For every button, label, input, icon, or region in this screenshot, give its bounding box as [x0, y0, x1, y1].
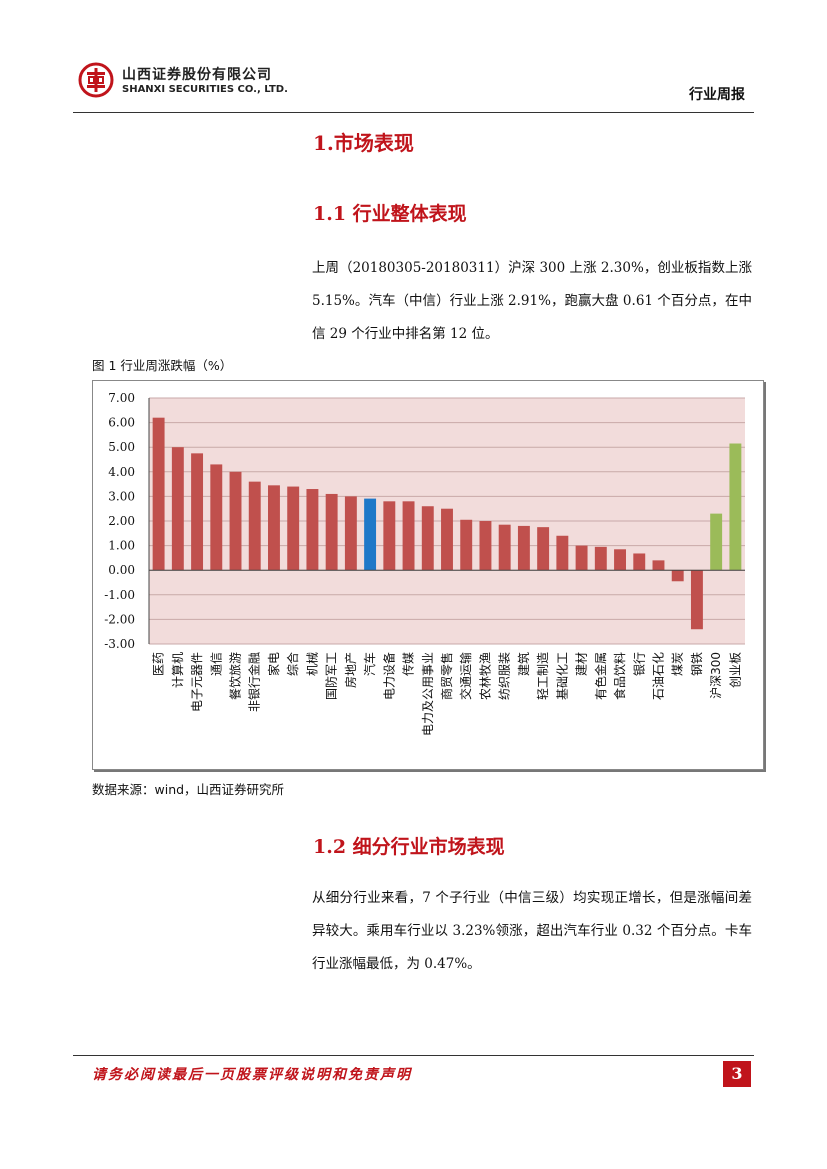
bar-钢铁: [690, 570, 703, 630]
x-tick-label-创业板: 创业板: [728, 652, 742, 688]
bar-创业板: [729, 443, 742, 571]
company-logo-icon: [78, 62, 114, 98]
section-heading: 1.市场表现: [313, 131, 414, 155]
x-tick-label-国防军工: 国防军工: [324, 652, 339, 700]
bar-家电: [268, 485, 280, 571]
bar-银行: [633, 553, 646, 571]
x-tick-label-医药: 医药: [152, 652, 166, 676]
y-tick-label: -3.00: [104, 637, 135, 651]
x-tick-label-基础化工: 基础化工: [555, 652, 569, 700]
x-tick-label-通信: 通信: [209, 652, 223, 676]
bar-非银行金融: [248, 481, 261, 571]
bar-国防军工: [325, 493, 338, 571]
bar-食品饮料: [614, 549, 626, 571]
figure-title: 图 1 行业周涨跌幅（%）: [92, 358, 233, 373]
bar-汽车: [364, 498, 377, 571]
x-tick-label-传媒: 传媒: [401, 652, 416, 676]
x-tick-label-机械: 机械: [304, 652, 319, 676]
x-tick-label-电子元器件: 电子元器件: [190, 652, 204, 712]
bar-机械: [306, 489, 319, 571]
y-tick-label: 7.00: [108, 391, 135, 405]
company-name-en: SHANXI SECURITIES CO., LTD.: [122, 84, 288, 95]
y-tick-label: -1.00: [104, 588, 135, 602]
x-tick-label-钢铁: 钢铁: [690, 652, 704, 676]
x-tick-label-石油石化: 石油石化: [651, 652, 665, 700]
data-source: 数据来源：wind，山西证券研究所: [92, 782, 285, 797]
bar-纺织服装: [498, 524, 511, 571]
bar-沪深300: [710, 513, 723, 571]
paragraph-overall: 上周（20180305-20180311）沪深 300 上涨 2.30%，创业板…: [312, 260, 752, 342]
y-tick-label: 1.00: [108, 539, 135, 553]
y-tick-label: 3.00: [108, 489, 135, 503]
x-tick-label-银行: 银行: [632, 652, 646, 676]
y-tick-label: 5.00: [108, 440, 135, 454]
y-tick-label: 0.00: [108, 563, 135, 577]
x-tick-label-综合: 综合: [285, 652, 300, 676]
bar-计算机: [171, 447, 184, 571]
bar-房地产: [344, 496, 357, 571]
chart-frame: 7.00 6.00 5.00 4.00 3.00 2.00 1.00 0.00 -1.00 -2.…: [92, 380, 764, 770]
header-divider: [73, 112, 754, 113]
x-tick-label-纺织服装: 纺织服装: [498, 652, 512, 700]
disclaimer-text: 请务必阅读最后一页股票评级说明和免责声明: [92, 1067, 412, 1083]
bar-轻工制造: [537, 527, 550, 571]
bar-交通运输: [460, 519, 473, 571]
subsection-heading-segments: 1.2 细分行业市场表现: [313, 836, 505, 858]
bar-通信: [210, 464, 223, 571]
bar-建筑: [517, 525, 530, 571]
bar-传媒: [402, 501, 415, 571]
bar-综合: [287, 486, 300, 571]
y-tick-label: 4.00: [108, 465, 135, 479]
subsection-heading-overall: 1.1 行业整体表现: [313, 203, 467, 225]
x-tick-label-建材: 建材: [575, 652, 589, 676]
x-tick-label-建筑: 建筑: [516, 652, 531, 676]
bar-基础化工: [556, 535, 569, 571]
x-tick-label-农林牧渔: 农林牧渔: [478, 652, 492, 700]
bar-餐饮旅游: [229, 471, 242, 571]
bar-医药: [152, 417, 165, 571]
footer-divider: [73, 1055, 754, 1056]
bar-石油石化: [652, 560, 665, 571]
x-tick-label-食品饮料: 食品饮料: [612, 652, 627, 700]
x-tick-label-汽车: 汽车: [362, 652, 377, 676]
y-tick-label: -2.00: [104, 612, 135, 626]
paragraph-segments: 从细分行业来看，7 个子行业（中信三级）均实现正增长，但是涨幅间差异较大。乘用车…: [312, 890, 752, 972]
x-tick-label-电力设备: 电力设备: [382, 652, 396, 700]
y-tick-label: 2.00: [108, 514, 135, 528]
x-tick-label-房地产: 房地产: [343, 652, 358, 688]
page-number: 3: [723, 1061, 751, 1087]
x-tick-label-交通运输: 交通运输: [458, 652, 473, 700]
x-tick-label-餐饮旅游: 餐饮旅游: [228, 652, 243, 700]
x-tick-label-商贸零售: 商贸零售: [439, 652, 454, 700]
bar-商贸零售: [441, 508, 453, 571]
company-name-cn: 山西证券股份有限公司: [122, 67, 272, 83]
industry-weekly-change-chart: 7.00 6.00 5.00 4.00 3.00 2.00 1.00 0.00 -1.00 -2.…: [104, 391, 745, 736]
bar-建材: [575, 545, 588, 571]
bar-煤炭: [671, 570, 684, 582]
x-tick-label-非银行金融: 非银行金融: [247, 652, 262, 712]
report-type-label: 行业周报: [689, 87, 745, 103]
x-tick-label-电力及公用事业: 电力及公用事业: [421, 652, 435, 736]
x-tick-label-家电: 家电: [266, 652, 281, 676]
bar-有色金属: [594, 546, 607, 571]
x-tick-label-轻工制造: 轻工制造: [536, 652, 550, 700]
bar-农林牧渔: [479, 521, 492, 571]
bar-电力及公用事业: [421, 506, 434, 571]
bar-电力设备: [383, 501, 396, 571]
x-tick-label-煤炭: 煤炭: [671, 652, 685, 676]
x-tick-label-沪深300: 沪深300: [709, 652, 723, 699]
y-tick-label: 6.00: [108, 416, 135, 430]
bar-电子元器件: [191, 453, 204, 571]
x-tick-label-计算机: 计算机: [170, 652, 185, 688]
x-tick-label-有色金属: 有色金属: [593, 652, 608, 700]
